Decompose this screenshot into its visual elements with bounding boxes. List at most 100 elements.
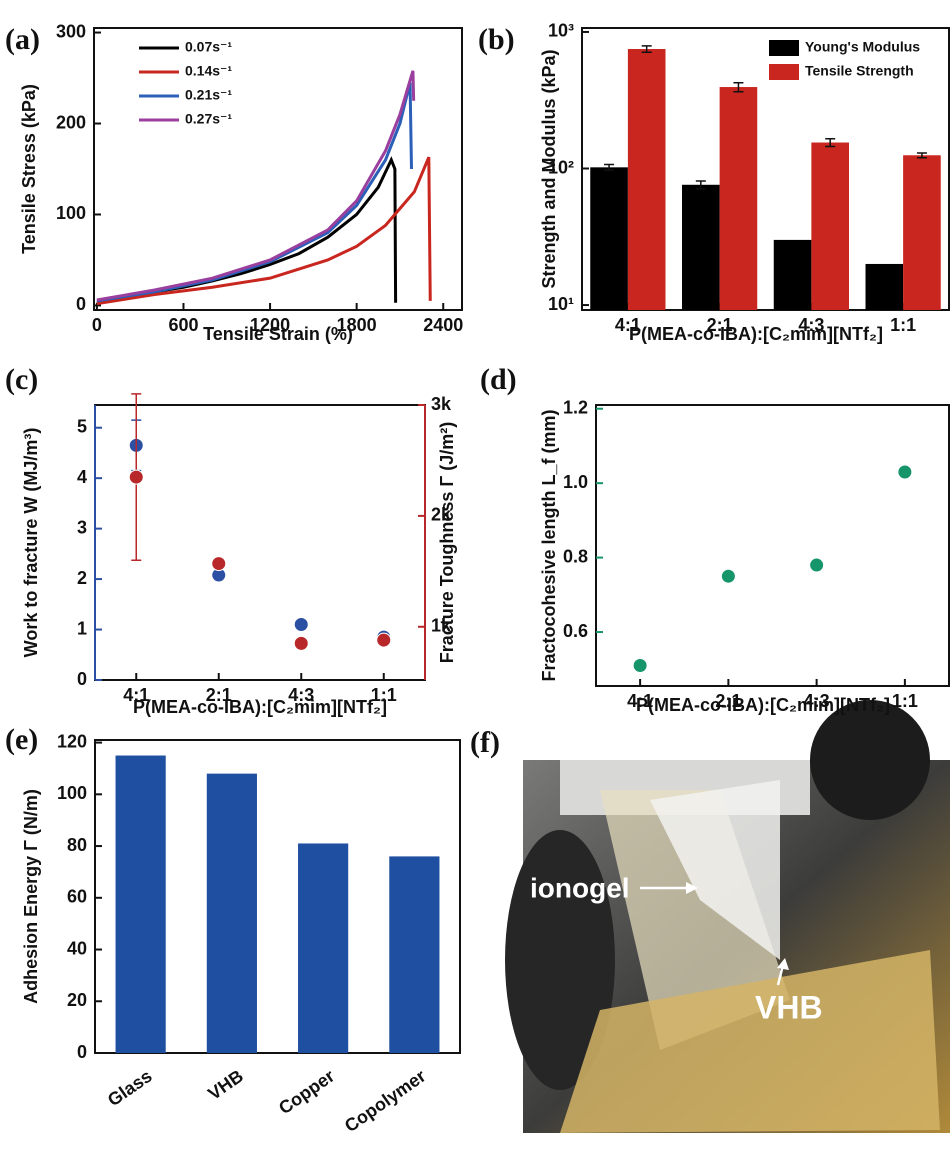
y-tick-label: 4 xyxy=(77,467,87,487)
y-tick-label: 3 xyxy=(77,517,87,537)
y-tick-label: 0.6 xyxy=(563,621,588,641)
bar xyxy=(206,773,257,1053)
x-axis-title: P(MEA-co-IBA):[C₂mim][NTf₂] xyxy=(133,697,387,717)
y-tick-label: 1.0 xyxy=(563,472,588,492)
y-tick-label: 0 xyxy=(76,294,86,314)
panel-label: (d) xyxy=(480,363,517,396)
legend-label: Tensile Strength xyxy=(805,63,914,79)
plot-frame xyxy=(94,404,426,681)
x-axis-title: Tensile Strain (%) xyxy=(203,324,353,344)
y-tick-label: 1.2 xyxy=(563,397,588,417)
point xyxy=(897,464,913,480)
bar xyxy=(719,87,758,310)
photo: ionogel VHB (f) xyxy=(470,700,950,1133)
legend-label: Young's Modulus xyxy=(805,39,920,55)
panel: (b) 10¹ 10² 10³ Strength and Modulus (kPa) P(… xyxy=(478,21,950,344)
y-axis-title: Adhesion Energy Γ (N/m) xyxy=(21,789,41,1004)
y-tick-label: 0 xyxy=(77,1042,87,1062)
bar xyxy=(903,155,941,310)
x-tick-label: 1:1 xyxy=(371,685,397,705)
x-tick-label: VHB xyxy=(204,1066,247,1104)
y-axis-title: Fractocohesive length L_f (mm) xyxy=(539,409,559,681)
error-bar xyxy=(825,138,836,148)
point xyxy=(211,556,227,572)
y2-tick-label: 2k xyxy=(431,505,452,525)
legend-swatch xyxy=(769,40,799,56)
point xyxy=(809,557,825,573)
knob xyxy=(810,700,930,820)
knob xyxy=(505,830,615,1090)
legend-swatch xyxy=(769,64,799,80)
y2-tick-label: 3k xyxy=(431,394,452,414)
error-bar xyxy=(733,81,744,93)
y-tick-label: 60 xyxy=(67,887,87,907)
legend-label: 0.21s⁻¹ xyxy=(185,87,232,103)
x-tick-label: 4:3 xyxy=(804,691,830,711)
x-tick-label: 2400 xyxy=(423,315,463,335)
y-tick-label: 10² xyxy=(548,157,574,177)
x-tick-label: Copolymer xyxy=(341,1066,429,1136)
tape xyxy=(650,780,780,960)
point xyxy=(128,469,144,485)
y2-axis-title: Fracture Toughness Γ (J/m²) xyxy=(437,422,457,664)
x-tick-label: 1:1 xyxy=(892,691,918,711)
y-tick-label: 0.8 xyxy=(563,546,588,566)
point xyxy=(632,658,648,674)
error-bar xyxy=(604,163,615,172)
y-tick-label: 5 xyxy=(77,416,87,436)
arrowhead xyxy=(777,958,789,970)
panel-label: (a) xyxy=(5,23,40,56)
x-tick-label: 4:1 xyxy=(123,685,149,705)
y-tick-label: 120 xyxy=(57,731,87,751)
plot-frame xyxy=(94,739,461,1054)
error-bar xyxy=(695,180,706,190)
y-tick-label: 0 xyxy=(77,669,87,689)
bar xyxy=(865,263,904,310)
bar xyxy=(627,49,666,311)
line xyxy=(96,70,416,302)
panel: (c) 0 1 2 3 4 5 1k 2k 3k Fracture Toughness Γ (J/m… xyxy=(5,363,457,717)
x-tick-label: 4:1 xyxy=(615,315,641,335)
point xyxy=(376,632,392,648)
panel-label: (b) xyxy=(478,23,515,56)
legend-label: 0.27s⁻¹ xyxy=(185,111,232,127)
y-tick-label: 1 xyxy=(77,618,87,638)
plot-frame xyxy=(93,27,463,311)
y-axis-title: Tensile Stress (kPa) xyxy=(19,84,39,254)
photo-label: VHB xyxy=(755,989,823,1025)
point xyxy=(720,568,736,584)
x-tick-label: 1200 xyxy=(250,315,290,335)
x-tick-label: 0 xyxy=(92,315,102,335)
line xyxy=(96,82,413,303)
panel-label: (f) xyxy=(470,726,500,759)
y-tick-label: 200 xyxy=(56,112,86,132)
bar xyxy=(115,755,166,1053)
x-tick-label: 1:1 xyxy=(890,315,916,335)
x-tick-label: 1800 xyxy=(337,315,377,335)
bar xyxy=(389,856,440,1053)
y-tick-label: 300 xyxy=(56,21,86,41)
arrowhead xyxy=(686,882,698,894)
y-tick-label: 80 xyxy=(67,835,87,855)
bar xyxy=(773,239,812,310)
x-tick-label: 2:1 xyxy=(707,315,733,335)
y-tick-label: 2 xyxy=(77,568,87,588)
point xyxy=(293,635,309,651)
y-tick-label: 20 xyxy=(67,990,87,1010)
y-axis-title: Work to fracture W (MJ/m³) xyxy=(21,428,41,658)
substrate xyxy=(560,950,940,1133)
error-bar xyxy=(916,152,927,159)
legend-label: 0.07s⁻¹ xyxy=(185,39,232,55)
x-tick-label: 2:1 xyxy=(206,685,232,705)
y2-tick-label: 1k xyxy=(431,616,452,636)
legend-label: 0.14s⁻¹ xyxy=(185,63,232,79)
x-tick-label: 4:3 xyxy=(288,685,314,705)
x-axis-title: P(MEA-co-IBA):[C₂mim][NTf₂] xyxy=(629,324,883,344)
line xyxy=(96,156,432,306)
bar xyxy=(682,184,720,310)
bar xyxy=(590,167,628,310)
error-bar xyxy=(641,45,652,54)
y-tick-label: 10¹ xyxy=(548,294,574,314)
